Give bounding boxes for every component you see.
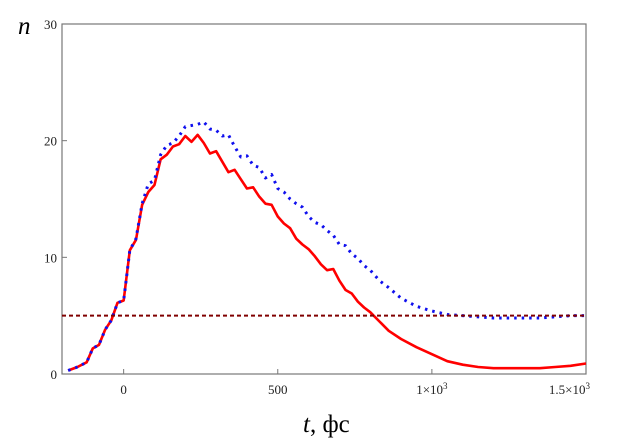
x-tick-label: 0	[120, 382, 127, 397]
x-axis-unit: , фс	[310, 411, 350, 438]
series-dotted-line	[67, 120, 586, 372]
plot-frame	[61, 23, 587, 375]
x-axis-label: t, фс	[303, 411, 350, 438]
y-tick-label: 10	[44, 250, 57, 265]
y-tick-label: 20	[44, 134, 57, 149]
x-tick-label: 1.5×103	[549, 381, 591, 397]
y-tick-label: 30	[44, 17, 57, 32]
series-solid-line	[67, 133, 587, 372]
series-layer	[62, 120, 587, 372]
y-axis-label: n	[18, 13, 31, 40]
x-tick-label: 1×103	[416, 381, 448, 397]
y-tick-label: 0	[51, 367, 58, 382]
x-tick-label: 500	[268, 382, 288, 397]
x-axis-variable: t	[303, 411, 311, 438]
tick-layer: 0 500 1×103 1.5×103 0 10 20 30	[44, 17, 591, 397]
